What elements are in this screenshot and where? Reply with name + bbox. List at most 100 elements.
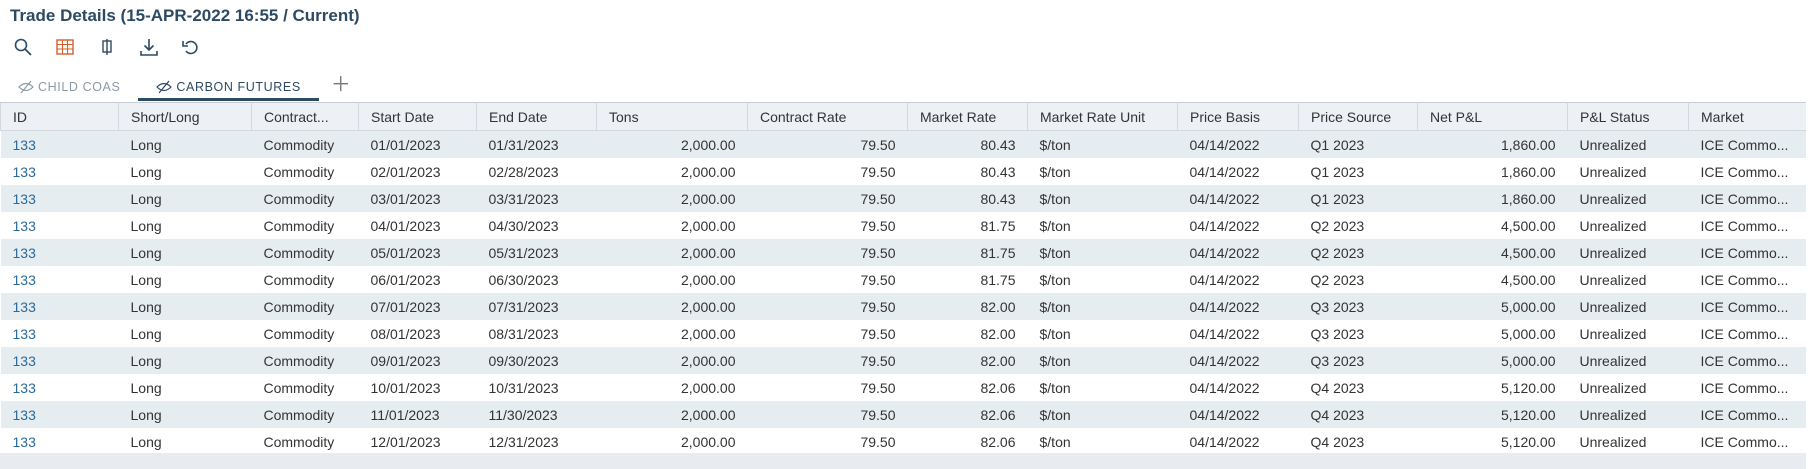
table-cell: ICE Commo...	[1700, 271, 1789, 288]
hidden-icon	[18, 80, 34, 94]
table-cell: 03/31/2023	[476, 185, 597, 212]
table-cell: 03/01/2023	[358, 185, 477, 212]
grid-icon[interactable]	[54, 36, 76, 58]
column-header[interactable]: ID	[0, 102, 119, 131]
tab-label: CARBON FUTURES	[176, 80, 301, 94]
tab[interactable]: CHILD COAS	[0, 76, 138, 98]
table-cell: 1,860.00	[1417, 185, 1568, 212]
table-cell: 79.50	[860, 325, 896, 342]
table-cell: 04/14/2022	[1177, 347, 1299, 374]
table-cell: 2,000.00	[596, 401, 748, 428]
table-cell: ICE Commo...	[1688, 293, 1807, 320]
table-row[interactable]: 133 Long Commodity 04/01/2023 04/30/2023 2,00…	[1, 212, 1807, 239]
table-cell: 06/01/2023	[370, 271, 441, 288]
table-cell: Long	[118, 347, 252, 374]
table-footer	[0, 453, 1806, 469]
table-cell: Commodity	[251, 239, 359, 266]
table-cell: Unrealized	[1579, 271, 1647, 288]
table-row[interactable]: 133 Long Commodity 11/01/2023 11/30/2023 2,00…	[0, 401, 1807, 428]
trade-table: ID Short/Long Contract... Start Date End Dat…	[0, 102, 1807, 455]
column-header[interactable]: P&L Status	[1567, 102, 1689, 131]
column-header[interactable]: Start Date	[358, 102, 477, 131]
table-cell[interactable]: 133	[12, 217, 36, 234]
column-header[interactable]: Net P&L	[1417, 102, 1568, 131]
column-header[interactable]: End Date	[476, 102, 597, 131]
table-cell: ICE Commo...	[1700, 163, 1789, 180]
search-icon[interactable]	[12, 36, 34, 58]
column-header[interactable]: Tons	[596, 102, 748, 131]
column-header[interactable]: Short/Long	[118, 102, 252, 131]
table-cell: Commodity	[263, 379, 335, 396]
column-header[interactable]: Market	[1688, 102, 1807, 131]
table-cell: 79.50	[747, 347, 908, 374]
table-cell: Q4 2023	[1310, 433, 1365, 450]
download-icon[interactable]	[138, 36, 160, 58]
table-cell: 04/14/2022	[1177, 401, 1299, 428]
table-cell: 04/14/2022	[1189, 163, 1260, 180]
table-cell: 2,000.00	[681, 271, 736, 288]
table-cell: Long	[118, 185, 252, 212]
table-cell: 5,000.00	[1417, 293, 1568, 320]
table-row[interactable]: 133 Long Commodity 12/01/2023 12/31/2023 2,00…	[1, 428, 1807, 455]
table-cell[interactable]: 133	[0, 130, 119, 158]
table-cell: 81.75	[907, 239, 1028, 266]
table-cell: 2,000.00	[596, 293, 748, 320]
table-cell: $/ton	[1027, 293, 1178, 320]
table-cell: 4,500.00	[1417, 239, 1568, 266]
table-row[interactable]: 133 Long Commodity 08/01/2023 08/31/2023 2,00…	[1, 320, 1807, 347]
table-cell: 80.43	[980, 163, 1016, 180]
tab[interactable]: CARBON FUTURES	[138, 76, 319, 101]
scroll-edge	[1806, 0, 1815, 469]
table-cell: 5,120.00	[1501, 433, 1556, 450]
table-row[interactable]: 133 Long Commodity 02/01/2023 02/28/2023 2,00…	[1, 158, 1807, 185]
column-header[interactable]: Contract Rate	[747, 102, 908, 131]
table-row[interactable]: 133 Long Commodity 01/01/2023 01/31/2023 2,00…	[0, 130, 1807, 158]
table-cell: ICE Commo...	[1688, 130, 1807, 158]
table-cell[interactable]: 133	[0, 347, 119, 374]
add-tab[interactable]: ＋	[330, 74, 351, 96]
table-cell: 79.50	[860, 271, 896, 288]
table-cell[interactable]: 133	[0, 185, 119, 212]
column-header[interactable]: Price Source	[1298, 102, 1418, 131]
table-cell[interactable]: 133	[0, 293, 119, 320]
table-cell: Long	[130, 379, 162, 396]
table-cell: Unrealized	[1567, 239, 1689, 266]
table-cell[interactable]: 133	[12, 271, 36, 288]
table-row[interactable]: 133 Long Commodity 06/01/2023 06/30/2023 2,00…	[1, 266, 1807, 293]
table-cell: Long	[130, 325, 162, 342]
column-header[interactable]: Market Rate Unit	[1027, 102, 1178, 131]
table-cell: 79.50	[747, 185, 908, 212]
table-cell: Unrealized	[1579, 163, 1647, 180]
table-row[interactable]: 133 Long Commodity 03/01/2023 03/31/2023 2,00…	[0, 185, 1807, 212]
table-cell[interactable]: 133	[0, 401, 119, 428]
columns-icon[interactable]	[96, 36, 118, 58]
table-cell: 04/14/2022	[1189, 379, 1260, 396]
table-cell: Unrealized	[1567, 401, 1689, 428]
table-cell: ICE Commo...	[1700, 217, 1789, 234]
column-header[interactable]: Market Rate	[907, 102, 1028, 131]
table-cell: Commodity	[263, 325, 335, 342]
table-cell: Commodity	[251, 293, 359, 320]
table-cell: Unrealized	[1567, 293, 1689, 320]
table-cell: 79.50	[860, 433, 896, 450]
table-cell: $/ton	[1039, 379, 1071, 396]
table-cell[interactable]: 133	[12, 433, 36, 450]
tab-bar: CHILD COAS CARBON FUTURES ＋	[0, 74, 351, 101]
toolbar	[12, 36, 202, 58]
table-cell[interactable]: 133	[12, 163, 36, 180]
table-row[interactable]: 133 Long Commodity 05/01/2023 05/31/2023 2,00…	[0, 239, 1807, 266]
table-row[interactable]: 133 Long Commodity 07/01/2023 07/31/2023 2,00…	[0, 293, 1807, 320]
table-cell: 07/01/2023	[358, 293, 477, 320]
column-header[interactable]: Price Basis	[1177, 102, 1299, 131]
table-cell[interactable]: 133	[0, 239, 119, 266]
table-cell: $/ton	[1027, 347, 1178, 374]
table-row[interactable]: 133 Long Commodity 09/01/2023 09/30/2023 2,00…	[0, 347, 1807, 374]
undo-icon[interactable]	[180, 36, 202, 58]
column-header[interactable]: Contract...	[251, 102, 359, 131]
table-cell: Long	[130, 217, 162, 234]
table-cell[interactable]: 133	[12, 325, 36, 342]
table-row[interactable]: 133 Long Commodity 10/01/2023 10/31/2023 2,00…	[1, 374, 1807, 401]
table-cell: 2,000.00	[596, 347, 748, 374]
table-cell: 5,000.00	[1501, 325, 1556, 342]
table-cell[interactable]: 133	[12, 379, 36, 396]
